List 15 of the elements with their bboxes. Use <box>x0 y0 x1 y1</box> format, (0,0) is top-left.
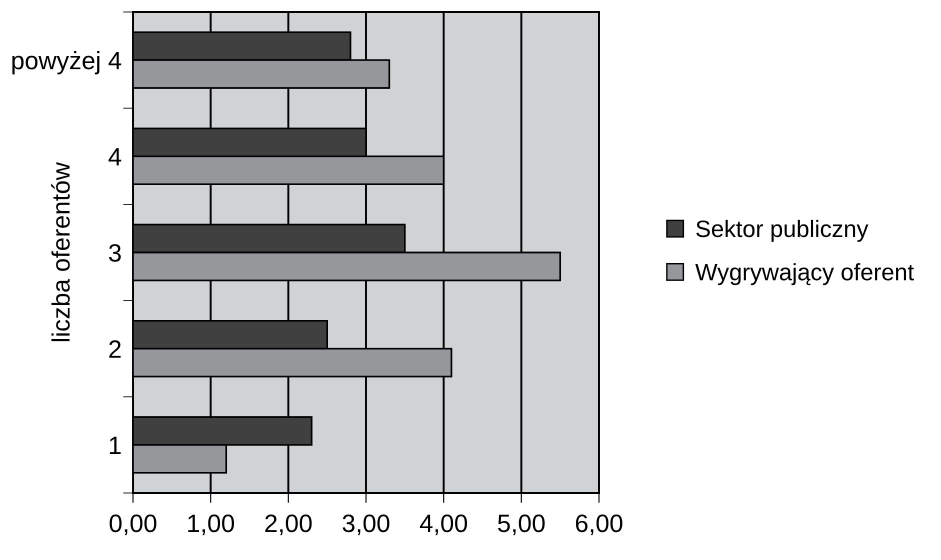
x-tick-label: 2,00 <box>265 514 312 536</box>
x-tick-label: 4,00 <box>420 514 468 536</box>
y-tick-label: powyżej 4 <box>12 51 122 74</box>
x-tick-label: 6,00 <box>576 514 622 536</box>
x-tick-label: 3,00 <box>342 514 390 536</box>
x-tick-label: 0,00 <box>110 514 156 536</box>
y-tick-label: 4 <box>108 148 122 166</box>
y-tick-label: 2 <box>109 340 121 358</box>
y-axis-title: liczba oferentów <box>51 162 70 342</box>
x-tick-label: 1,00 <box>188 514 234 536</box>
y-tick-label: 3 <box>108 244 121 262</box>
y-tick-label: 1 <box>110 436 121 454</box>
x-tick-label: 5,00 <box>498 514 545 536</box>
legend-label: Wygrywający oferent <box>695 263 914 286</box>
legend-label: Sektor publiczny <box>696 220 868 242</box>
